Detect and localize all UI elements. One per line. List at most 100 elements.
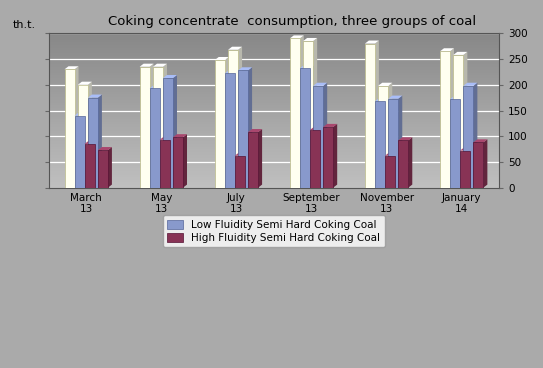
Bar	[49, 137, 499, 138]
Bar	[49, 186, 499, 187]
Bar	[49, 169, 499, 170]
Polygon shape	[140, 64, 154, 67]
Polygon shape	[228, 47, 242, 50]
Bar	[49, 146, 499, 147]
Bar	[49, 151, 499, 152]
Bar	[49, 142, 499, 143]
Bar	[49, 106, 499, 107]
Polygon shape	[313, 38, 317, 188]
Bar	[49, 61, 499, 62]
Polygon shape	[450, 96, 464, 99]
Bar	[49, 71, 499, 72]
Bar	[460, 151, 470, 188]
Polygon shape	[88, 82, 92, 188]
Bar	[49, 129, 499, 130]
Bar	[49, 58, 499, 59]
Bar	[49, 42, 499, 43]
Bar	[49, 95, 499, 96]
Bar	[150, 88, 160, 188]
Bar	[49, 136, 499, 137]
Polygon shape	[78, 82, 92, 85]
Polygon shape	[460, 148, 474, 151]
Bar	[49, 158, 499, 159]
Bar	[49, 52, 499, 53]
Polygon shape	[235, 153, 249, 156]
Bar	[49, 50, 499, 51]
Bar	[49, 162, 499, 163]
Bar	[74, 116, 85, 188]
Legend: Low Fluidity Semi Hard Coking Coal, High Fluidity Semi Hard Coking Coal: Low Fluidity Semi Hard Coking Coal, High…	[163, 215, 384, 247]
Bar	[49, 149, 499, 150]
Polygon shape	[98, 147, 112, 150]
Bar	[49, 140, 499, 141]
Polygon shape	[225, 57, 229, 188]
Polygon shape	[163, 75, 177, 78]
Bar	[49, 170, 499, 171]
Bar	[140, 67, 150, 188]
Polygon shape	[303, 38, 317, 41]
Bar	[49, 122, 499, 123]
Bar	[49, 150, 499, 151]
Bar	[303, 41, 313, 188]
Polygon shape	[153, 64, 167, 67]
Bar	[49, 103, 499, 105]
Bar	[49, 167, 499, 169]
Bar	[225, 74, 235, 188]
Bar	[49, 160, 499, 161]
Bar	[235, 156, 245, 188]
Polygon shape	[385, 98, 389, 188]
Bar	[49, 108, 499, 109]
Bar	[49, 105, 499, 106]
Bar	[49, 172, 499, 173]
Bar	[388, 99, 398, 188]
Bar	[49, 130, 499, 131]
Bar	[49, 138, 499, 139]
Bar	[49, 114, 499, 115]
Polygon shape	[235, 70, 239, 188]
Polygon shape	[248, 129, 262, 132]
Bar	[49, 117, 499, 118]
Bar	[65, 69, 74, 188]
Polygon shape	[473, 139, 488, 142]
Bar	[49, 107, 499, 108]
Bar	[49, 92, 499, 93]
Bar	[49, 74, 499, 75]
Bar	[49, 44, 499, 45]
Bar	[385, 156, 395, 188]
Polygon shape	[483, 139, 488, 188]
Bar	[323, 127, 333, 188]
Polygon shape	[88, 95, 102, 98]
Bar	[49, 124, 499, 125]
Polygon shape	[365, 40, 379, 44]
Bar	[49, 180, 499, 181]
Polygon shape	[238, 47, 242, 188]
Bar	[49, 76, 499, 77]
Text: th.t.: th.t.	[12, 20, 36, 30]
Polygon shape	[440, 48, 454, 52]
Bar	[88, 98, 98, 188]
Bar	[300, 68, 310, 188]
Polygon shape	[290, 35, 304, 39]
Bar	[49, 82, 499, 83]
Bar	[214, 60, 225, 188]
Bar	[49, 77, 499, 78]
Polygon shape	[85, 141, 99, 144]
Bar	[49, 101, 499, 102]
Bar	[49, 120, 499, 121]
Polygon shape	[248, 67, 252, 188]
Bar	[49, 56, 499, 57]
Bar	[49, 88, 499, 89]
Bar	[49, 153, 499, 154]
Bar	[49, 65, 499, 66]
Bar	[49, 164, 499, 165]
Polygon shape	[183, 134, 187, 188]
Polygon shape	[74, 66, 79, 188]
Bar	[49, 45, 499, 46]
Bar	[49, 94, 499, 95]
Bar	[49, 73, 499, 74]
Bar	[49, 113, 499, 114]
Polygon shape	[388, 83, 392, 188]
Bar	[49, 87, 499, 88]
Bar	[49, 102, 499, 103]
Bar	[450, 99, 460, 188]
